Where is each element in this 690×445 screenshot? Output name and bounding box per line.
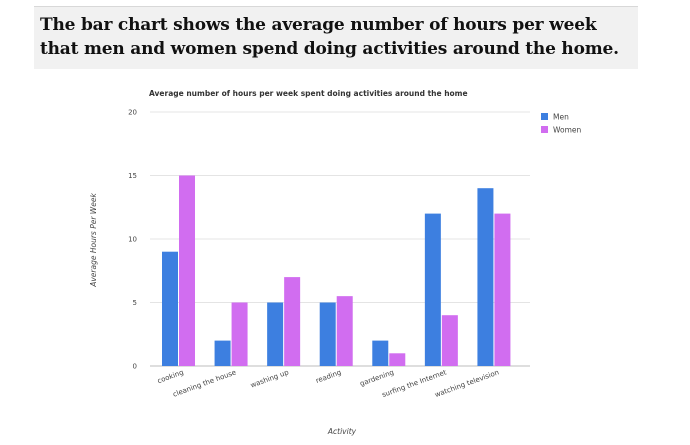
- x-tick-label: washing up: [249, 368, 290, 389]
- y-tick-label: 20: [128, 109, 137, 117]
- x-tick-label: reading: [315, 368, 343, 385]
- bar-men-cooking: [162, 251, 178, 366]
- legend-swatch-women: [541, 126, 548, 133]
- legend: Men Women: [541, 113, 581, 135]
- x-tick-label: gardening: [359, 368, 395, 388]
- legend-label-women: Women: [553, 126, 581, 135]
- header-text: The bar chart shows the average number o…: [40, 15, 619, 59]
- chart-title: Average number of hours per week spent d…: [149, 89, 468, 98]
- legend-label-men: Men: [553, 113, 569, 122]
- bar-women-gardening: [389, 353, 406, 366]
- legend-swatch-men: [541, 113, 548, 120]
- bar-men-surfing-the-internet: [424, 213, 441, 366]
- y-axis-title: Average Hours Per Week: [89, 193, 98, 288]
- x-axis-title: Activity: [327, 427, 357, 436]
- bar-women-cleaning-the-house: [231, 302, 248, 366]
- bars-layer: [162, 175, 511, 366]
- y-tick-label: 10: [128, 236, 137, 244]
- bar-men-reading: [319, 302, 336, 366]
- y-tick-label: 5: [133, 299, 137, 307]
- bar-men-cleaning-the-house: [214, 340, 231, 366]
- bar-men-gardening: [372, 340, 389, 366]
- y-tick-label: 0: [133, 363, 137, 371]
- bar-men-watching-television: [477, 188, 494, 366]
- header-box: The bar chart shows the average number o…: [34, 6, 638, 69]
- y-tick-labels: 0 5 10 15 20: [128, 109, 137, 371]
- x-tick-label: cooking: [156, 368, 184, 385]
- bar-women-washing-up: [284, 277, 301, 366]
- bar-women-watching-television: [494, 213, 511, 366]
- bar-men-washing-up: [267, 302, 284, 366]
- y-tick-label: 15: [128, 172, 137, 180]
- bar-women-surfing-the-internet: [441, 315, 458, 366]
- bar-women-cooking: [179, 175, 195, 366]
- bar-women-reading: [336, 296, 353, 366]
